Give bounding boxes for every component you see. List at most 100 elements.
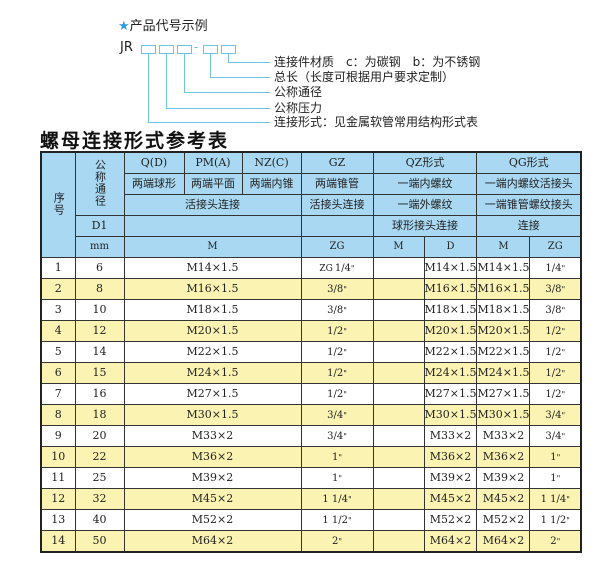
row-zg: 3/8": [300, 299, 374, 321]
row-qg-zg: 3/8": [529, 299, 582, 321]
inch-mark: ": [347, 494, 352, 504]
row-dn: 32: [74, 488, 125, 510]
qg-desc2: 一端锥管螺纹接头: [476, 194, 582, 216]
leader-line: [210, 77, 270, 78]
row-qg-zg: 1/4": [529, 257, 582, 279]
code-box-diameter: [177, 45, 192, 54]
label-length: 总长（长度可根据用户要求定制）: [274, 70, 455, 84]
qz-m-header: M: [372, 236, 425, 258]
row-dn: 50: [74, 530, 125, 553]
row-qz-d: M24×1.5: [423, 362, 478, 384]
zg-value: 1/2: [327, 325, 344, 337]
row-qg-zg: 1": [529, 467, 582, 489]
row-qg-m: M52×2: [476, 509, 531, 531]
row-qz-m: [372, 446, 425, 468]
row-dn: 14: [74, 341, 125, 363]
row-qg-m: M30×1.5: [476, 404, 531, 426]
row-qz-d: M45×2: [423, 488, 478, 510]
row-qz-d: M39×2: [423, 467, 478, 489]
row-zg: 3/4": [300, 404, 374, 426]
row-zg: 1": [300, 467, 374, 489]
zg-value: 3/8: [327, 283, 344, 295]
qg-desc3: 连接: [476, 215, 582, 237]
qg-zg-value: 1/2: [545, 325, 562, 337]
row-no: 5: [40, 341, 76, 363]
row-dn: 8: [74, 278, 125, 300]
row-no: 14: [40, 530, 76, 553]
nz-desc: 两端内锥: [241, 173, 302, 195]
row-zg: 1 1/2": [300, 509, 374, 531]
empty: [300, 215, 374, 237]
label-diameter: 公称通径: [274, 85, 323, 99]
row-qz-d: M36×2: [423, 446, 478, 468]
code-box-material: [221, 45, 236, 54]
row-dn: 40: [74, 509, 125, 531]
inch-mark: ": [561, 305, 566, 315]
row-qg-zg: 1 1/2": [529, 509, 582, 531]
row-qg-zg: 1 1/4": [529, 488, 582, 510]
row-qg-m: M45×2: [476, 488, 531, 510]
label-pressure: 公称压力: [274, 101, 323, 115]
d1-header: D1: [74, 215, 125, 237]
m-header: M: [123, 236, 302, 258]
code-prefix: JR: [120, 40, 133, 55]
row-qz-d: M14×1.5: [423, 257, 478, 279]
inch-mark: ": [343, 305, 347, 315]
row-no: 1: [40, 257, 76, 279]
row-qg-zg: 3/4": [529, 404, 582, 426]
qz-desc1: 一端内螺纹: [372, 173, 478, 195]
qg-zg-value: 1 1/4: [540, 493, 567, 505]
row-dn: 15: [74, 362, 125, 384]
table-row: 13 40 M52×2 1 1/2" M52×2 M52×2 1 1/2": [40, 509, 582, 531]
qg-zg-value: 2: [550, 535, 557, 547]
row-qz-m: [372, 278, 425, 300]
row-qg-m: M16×1.5: [476, 278, 531, 300]
row-zg: 1": [300, 446, 374, 468]
row-qz-m: [372, 488, 425, 510]
row-qz-m: [372, 362, 425, 384]
inch-mark: ": [561, 368, 566, 378]
code-dash: -: [194, 40, 199, 54]
leader-line: [166, 54, 167, 108]
qz-desc2: 一端外螺纹: [372, 194, 478, 216]
zg-value: 1/2: [327, 367, 344, 379]
code-example-heading: ★产品代号示例: [118, 20, 208, 34]
row-qg-zg: 1": [529, 446, 582, 468]
leader-line: [148, 122, 270, 123]
row-m: M16×1.5: [123, 278, 302, 300]
row-dn: 22: [74, 446, 125, 468]
row-dn: 10: [74, 299, 125, 321]
qd-desc: 两端球形: [123, 173, 185, 195]
qz-desc3: 球形接头连接: [372, 215, 478, 237]
row-no: 12: [40, 488, 76, 510]
row-qz-d: M52×2: [423, 509, 478, 531]
inch-mark: ": [566, 515, 570, 525]
row-qg-m: M33×2: [476, 425, 531, 447]
dn-header: 公称通径: [74, 151, 125, 216]
row-qz-d: M18×1.5: [423, 299, 478, 321]
row-qz-d: M27×1.5: [423, 383, 478, 405]
row-m: M14×1.5: [123, 257, 302, 279]
qg-zg-value: 1/2: [545, 388, 562, 400]
table-row: 2 8 M16×1.5 3/8" M16×1.5 M16×1.5 3/8": [40, 278, 582, 300]
row-qg-m: M20×1.5: [476, 320, 531, 342]
row-qz-m: [372, 320, 425, 342]
zg-value: 3/4: [327, 430, 344, 442]
table-row: 8 18 M30×1.5 3/4" M30×1.5 M30×1.5 3/4": [40, 404, 582, 426]
qg-zg-value: 3/8: [545, 283, 562, 295]
row-zg: ZG 1/4": [300, 257, 374, 279]
inch-mark: ": [338, 536, 343, 546]
table-row: 11 25 M39×2 1" M39×2 M39×2 1": [40, 467, 582, 489]
qz-header: QZ形式: [372, 151, 478, 174]
zg-value: 1/2: [327, 388, 344, 400]
qg-zg-value: 3/4: [545, 430, 562, 442]
table-row: 7 16 M27×1.5 1/2" M27×1.5 M27×1.5 1/2": [40, 383, 582, 405]
table-title: 螺母连接形式参考表: [40, 130, 230, 152]
row-qz-d: M22×1.5: [423, 341, 478, 363]
inch-mark: ": [556, 473, 561, 483]
row-no: 11: [40, 467, 76, 489]
row-m: M64×2: [123, 530, 302, 553]
gz-union: 活接头连接: [300, 194, 374, 216]
row-qg-zg: 1/2": [529, 341, 582, 363]
